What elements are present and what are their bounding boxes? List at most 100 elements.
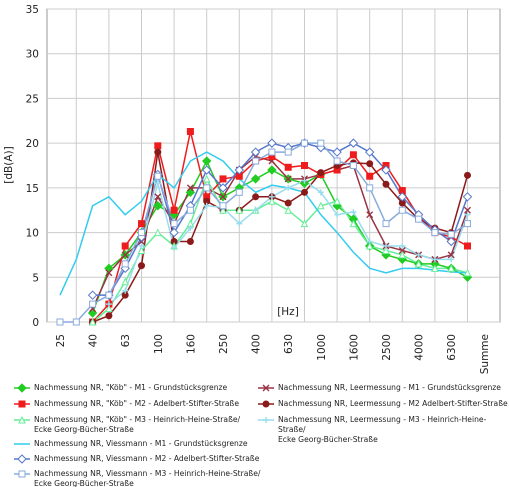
marker [284, 206, 293, 214]
legend-swatch [14, 383, 30, 393]
y-tick-label: 0 [32, 317, 39, 329]
marker [138, 229, 145, 237]
marker [366, 184, 374, 192]
marker [89, 300, 97, 308]
marker [219, 193, 227, 201]
marker [88, 317, 97, 326]
marker [170, 220, 178, 228]
marker [268, 197, 276, 205]
legend-label: Nachmessung NR, Viessmann - M2 - Adelber… [34, 454, 260, 463]
marker [284, 163, 292, 171]
y-tick-label: 20 [26, 138, 39, 150]
marker [154, 142, 162, 150]
x-tick-label: 250 [218, 334, 230, 354]
marker [301, 188, 308, 196]
x-tick-label: Summe [479, 334, 491, 374]
legend-label: Nachmessung NR, Leermessung - M3 - Heinr… [278, 415, 487, 444]
x-tick-label: 2500 [381, 334, 393, 361]
marker [332, 147, 342, 157]
marker [219, 202, 227, 210]
marker [105, 291, 113, 299]
marker [349, 219, 358, 228]
marker [284, 199, 292, 207]
marker [186, 206, 194, 214]
marker [431, 229, 439, 237]
marker [382, 180, 390, 188]
marker [153, 228, 162, 237]
marker [464, 242, 471, 250]
marker [415, 251, 422, 258]
marker [317, 139, 325, 147]
marker [235, 206, 244, 214]
marker [250, 174, 261, 184]
marker [285, 184, 292, 191]
marker [317, 169, 325, 177]
marker [284, 148, 292, 156]
marker [56, 318, 64, 326]
marker [447, 264, 456, 272]
marker [105, 301, 112, 308]
marker [186, 128, 194, 136]
marker [201, 156, 212, 166]
marker [235, 188, 243, 196]
marker [187, 225, 194, 232]
marker [186, 184, 194, 192]
marker [252, 193, 260, 201]
marker [414, 259, 423, 268]
marker [267, 165, 277, 175]
y-tick-label: 25 [26, 93, 39, 105]
legend-label: Nachmessung NR, Viessmann - M1 - Grundst… [34, 439, 248, 448]
marker [252, 207, 259, 214]
marker [268, 148, 276, 156]
marker [301, 162, 308, 169]
marker [383, 242, 389, 249]
marker [366, 211, 374, 219]
legend-item: Nachmessung NR, Viessmann - M3 - Heinric… [14, 469, 260, 487]
marker [415, 215, 423, 223]
marker [154, 180, 161, 187]
marker [18, 470, 26, 478]
marker [252, 157, 260, 165]
marker [431, 264, 439, 272]
marker [300, 219, 309, 228]
marker [87, 290, 98, 300]
marker [349, 151, 357, 159]
marker [138, 220, 145, 228]
y-tick-label: 5 [32, 272, 39, 284]
marker [203, 184, 211, 192]
legend-item: Nachmessung NR, Leermessung - M1 - Grund… [258, 383, 501, 393]
x-tick-label: 630 [283, 334, 295, 354]
marker [446, 236, 456, 247]
marker [138, 262, 145, 270]
x-tick-label: 63 [120, 334, 132, 347]
x-tick-label: 400 [251, 334, 263, 354]
marker [234, 165, 245, 175]
x-tick-label: 6300 [446, 334, 458, 361]
legend-label: Nachmessung NR, "Köb" - M3 - Heinrich-He… [34, 415, 241, 434]
marker [154, 193, 162, 201]
marker [464, 220, 471, 228]
legend-swatch [258, 417, 274, 423]
marker [301, 139, 308, 147]
marker [201, 165, 212, 175]
series-line [92, 151, 469, 323]
marker [301, 177, 308, 184]
marker [398, 250, 407, 259]
marker [203, 202, 210, 209]
legend-swatch [14, 415, 30, 424]
marker [365, 241, 374, 250]
legend-swatch [14, 400, 30, 408]
marker [431, 256, 438, 263]
marker [202, 174, 211, 183]
marker [316, 201, 325, 210]
x-tick-label: 25 [55, 334, 67, 347]
marker [447, 251, 455, 259]
marker [121, 277, 130, 286]
marker [72, 318, 80, 326]
marker [381, 165, 391, 175]
marker [463, 268, 472, 277]
marker [236, 220, 243, 227]
marker [382, 246, 390, 254]
x-tick-label: 40 [88, 334, 100, 347]
marker [317, 189, 324, 196]
